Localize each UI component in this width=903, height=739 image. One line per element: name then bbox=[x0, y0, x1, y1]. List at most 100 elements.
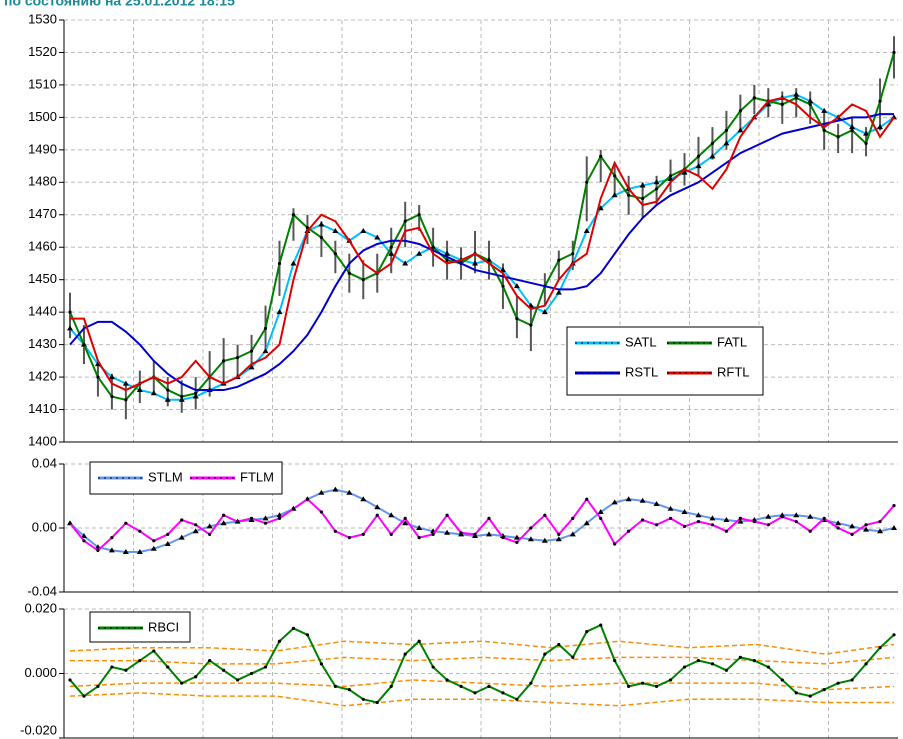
marker bbox=[836, 526, 840, 530]
marker bbox=[766, 523, 770, 527]
marker bbox=[808, 694, 812, 698]
marker bbox=[571, 516, 575, 521]
marker bbox=[555, 289, 562, 295]
marker bbox=[417, 213, 421, 217]
marker bbox=[585, 180, 589, 184]
marker bbox=[276, 309, 283, 315]
marker bbox=[515, 540, 519, 545]
marker bbox=[695, 512, 702, 518]
marker bbox=[164, 541, 171, 546]
marker bbox=[710, 141, 715, 145]
marker bbox=[124, 668, 128, 672]
marker bbox=[305, 497, 310, 501]
marker bbox=[332, 228, 339, 233]
marker bbox=[262, 515, 269, 521]
marker bbox=[709, 153, 716, 159]
marker bbox=[431, 532, 435, 537]
marker bbox=[416, 525, 423, 530]
marker bbox=[513, 283, 520, 289]
legend-label: RSTL bbox=[625, 364, 658, 379]
marker bbox=[599, 154, 603, 158]
marker bbox=[485, 531, 492, 537]
marker bbox=[738, 516, 742, 521]
marker bbox=[180, 394, 184, 399]
marker bbox=[136, 387, 143, 393]
marker bbox=[555, 536, 562, 542]
marker bbox=[318, 221, 325, 227]
marker bbox=[681, 169, 688, 175]
marker bbox=[515, 697, 519, 701]
marker bbox=[110, 394, 114, 399]
marker bbox=[850, 678, 854, 682]
marker bbox=[822, 516, 826, 521]
chart-title: по состоянию на 25.01.2012 18:15 bbox=[4, 0, 235, 9]
marker bbox=[641, 196, 645, 201]
marker bbox=[222, 668, 226, 672]
marker bbox=[571, 655, 575, 659]
marker bbox=[138, 529, 142, 533]
marker bbox=[878, 520, 882, 524]
marker bbox=[389, 532, 393, 537]
marker bbox=[235, 678, 240, 682]
marker bbox=[501, 536, 505, 540]
marker bbox=[67, 325, 73, 331]
marker bbox=[892, 504, 896, 508]
marker bbox=[724, 668, 729, 672]
y-tick-label: 1510 bbox=[28, 76, 57, 91]
legend-label: FATL bbox=[717, 334, 747, 349]
marker bbox=[277, 516, 282, 521]
marker bbox=[668, 516, 673, 521]
marker bbox=[836, 681, 840, 685]
marker bbox=[737, 127, 744, 133]
marker bbox=[417, 536, 421, 540]
marker bbox=[863, 526, 870, 532]
marker bbox=[263, 326, 268, 330]
marker bbox=[445, 513, 449, 517]
marker bbox=[110, 536, 114, 540]
marker bbox=[557, 642, 561, 647]
marker bbox=[808, 529, 812, 533]
marker bbox=[152, 649, 156, 653]
marker bbox=[417, 639, 421, 643]
legend-box bbox=[566, 326, 764, 396]
marker bbox=[96, 684, 100, 689]
y-tick-label: 0.04 bbox=[32, 455, 57, 470]
y-tick-label: 1470 bbox=[28, 206, 57, 221]
marker bbox=[277, 639, 282, 643]
marker bbox=[80, 533, 87, 538]
marker bbox=[194, 391, 198, 395]
marker bbox=[208, 659, 212, 663]
band-line bbox=[69, 692, 894, 707]
marker bbox=[249, 671, 254, 676]
marker bbox=[752, 659, 756, 663]
marker bbox=[529, 526, 533, 530]
marker bbox=[836, 135, 840, 139]
marker bbox=[473, 532, 477, 537]
marker bbox=[863, 130, 870, 136]
marker bbox=[319, 510, 323, 514]
marker bbox=[613, 659, 617, 663]
series-line bbox=[69, 488, 895, 553]
marker bbox=[124, 521, 128, 525]
marker bbox=[374, 504, 381, 510]
marker bbox=[222, 359, 226, 363]
marker bbox=[375, 700, 379, 705]
marker bbox=[222, 513, 226, 517]
marker bbox=[108, 374, 115, 380]
marker bbox=[68, 678, 72, 682]
marker bbox=[444, 529, 451, 535]
marker bbox=[599, 516, 603, 521]
marker bbox=[445, 678, 449, 682]
marker bbox=[122, 380, 129, 386]
marker bbox=[695, 163, 702, 169]
marker bbox=[375, 513, 379, 517]
marker bbox=[166, 388, 170, 392]
marker bbox=[305, 633, 310, 637]
marker bbox=[178, 534, 185, 540]
marker bbox=[891, 525, 897, 530]
marker bbox=[277, 261, 282, 266]
marker bbox=[822, 128, 826, 132]
marker bbox=[333, 252, 337, 256]
marker bbox=[667, 505, 674, 511]
marker bbox=[82, 343, 86, 347]
